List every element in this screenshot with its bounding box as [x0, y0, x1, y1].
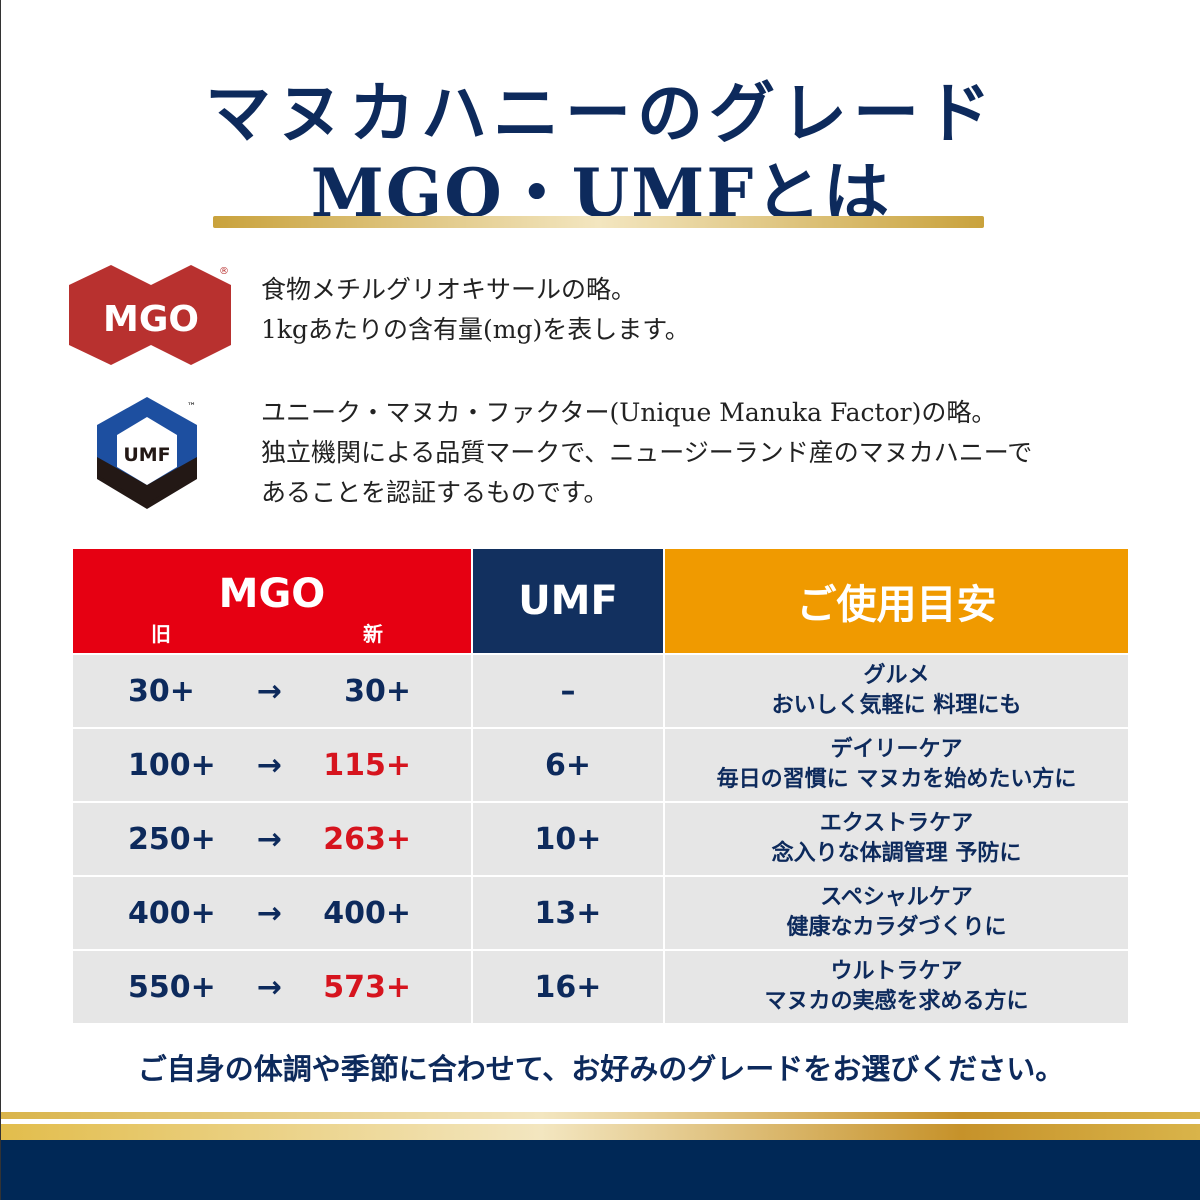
- umf-logo: UMF: [97, 397, 197, 509]
- usage-detail: 念入りな体調管理 予防に: [771, 841, 1022, 866]
- mgo-logo: MGO: [69, 265, 231, 365]
- umf-value: –: [473, 655, 663, 727]
- usage-detail: おいしく気軽に 料理にも: [771, 693, 1022, 718]
- usage-cell: エクストラケア念入りな体調管理 予防に: [665, 803, 1128, 875]
- arrow-icon: →: [256, 821, 283, 857]
- umf-value: 13+: [473, 877, 663, 949]
- table-row: 550+ → 573+ 16+ ウルトラケアマヌカの実感を求める方に: [73, 951, 1128, 1023]
- footer-note: ご自身の体調や季節に合わせて、お好みのグレードをお選びください。: [137, 1052, 1065, 1086]
- desc-line: 1kgあたりの含有量(mg)を表します。: [261, 315, 690, 344]
- header-mgo: MGO 旧 新: [73, 549, 471, 653]
- desc-line: ユニーク・マヌカ・ファクター(Unique Manuka Factor)の略。: [261, 398, 997, 427]
- mgo-cell: 250+ → 263+: [73, 803, 471, 875]
- navy-band: [1, 1140, 1200, 1200]
- header-usage: ご使用目安: [665, 549, 1128, 653]
- umf-value: 10+: [473, 803, 663, 875]
- title-line1: マヌカハニーのグレード: [205, 74, 997, 152]
- mgo-new: 30+: [344, 673, 411, 709]
- header-umf: UMF: [473, 549, 663, 653]
- table-row: 30+ → 30+ – グルメおいしく気軽に 料理にも: [73, 655, 1128, 727]
- mgo-new: 573+: [323, 969, 411, 1005]
- mgo-cell: 550+ → 573+: [73, 951, 471, 1023]
- mgo-old: 550+: [128, 969, 216, 1005]
- grade-table: MGO 旧 新 UMF ご使用目安 30+ → 30+ – グルメおいしく気軽に…: [71, 547, 1130, 1025]
- desc-line: 食物メチルグリオキサールの略。: [261, 275, 637, 304]
- arrow-icon: →: [256, 747, 283, 783]
- mgo-old: 100+: [128, 747, 216, 783]
- mgo-old: 400+: [128, 895, 216, 931]
- usage-cell: スペシャルケア健康なカラダづくりに: [665, 877, 1128, 949]
- arrow-icon: →: [256, 969, 283, 1005]
- table-row: 400+ → 400+ 13+ スペシャルケア健康なカラダづくりに: [73, 877, 1128, 949]
- table-row: 250+ → 263+ 10+ エクストラケア念入りな体調管理 予防に: [73, 803, 1128, 875]
- usage-detail: 毎日の習慣に マヌカを始めたい方に: [716, 767, 1077, 792]
- mgo-new: 263+: [323, 821, 411, 857]
- table-row: 100+ → 115+ 6+ デイリーケア毎日の習慣に マヌカを始めたい方に: [73, 729, 1128, 801]
- header-label: MGO: [218, 571, 326, 617]
- usage-title: グルメ: [863, 663, 930, 688]
- arrow-icon: →: [256, 895, 283, 931]
- umf-value: 6+: [473, 729, 663, 801]
- usage-detail: 健康なカラダづくりに: [786, 915, 1007, 940]
- usage-title: ウルトラケア: [830, 959, 963, 984]
- svg-text:MGO: MGO: [103, 299, 199, 340]
- mgo-new: 115+: [323, 747, 411, 783]
- usage-cell: ウルトラケアマヌカの実感を求める方に: [665, 951, 1128, 1023]
- gold-band: [1, 1124, 1200, 1140]
- usage-detail: マヌカの実感を求める方に: [764, 989, 1029, 1014]
- mgo-new: 400+: [323, 895, 411, 931]
- header-new: 新: [363, 622, 383, 646]
- registered-mark: ®: [219, 266, 229, 277]
- usage-title: スペシャルケア: [820, 885, 973, 910]
- usage-title: デイリーケア: [830, 737, 963, 762]
- usage-cell: デイリーケア毎日の習慣に マヌカを始めたい方に: [665, 729, 1128, 801]
- umf-value: 16+: [473, 951, 663, 1023]
- arrow-icon: →: [256, 673, 283, 709]
- header-old: 旧: [151, 622, 171, 646]
- umf-description: ユニーク・マヌカ・ファクター(Unique Manuka Factor)の略。 …: [261, 393, 1032, 513]
- usage-title: エクストラケア: [819, 811, 974, 836]
- mgo-cell: 30+ → 30+: [73, 655, 471, 727]
- mgo-description: 食物メチルグリオキサールの略。 1kgあたりの含有量(mg)を表します。: [261, 270, 690, 350]
- svg-text:UMF: UMF: [123, 444, 170, 466]
- mgo-cell: 100+ → 115+: [73, 729, 471, 801]
- gold-band: [1, 1112, 1200, 1119]
- usage-cell: グルメおいしく気軽に 料理にも: [665, 655, 1128, 727]
- gold-divider: [213, 216, 984, 228]
- trademark-mark: ™: [187, 402, 196, 412]
- mgo-cell: 400+ → 400+: [73, 877, 471, 949]
- mgo-old: 30+: [128, 673, 195, 709]
- mgo-old: 250+: [128, 821, 216, 857]
- desc-line: あることを認証するものです。: [261, 478, 609, 507]
- desc-line: 独立機関による品質マークで、ニュージーランド産のマヌカハニーで: [261, 438, 1033, 467]
